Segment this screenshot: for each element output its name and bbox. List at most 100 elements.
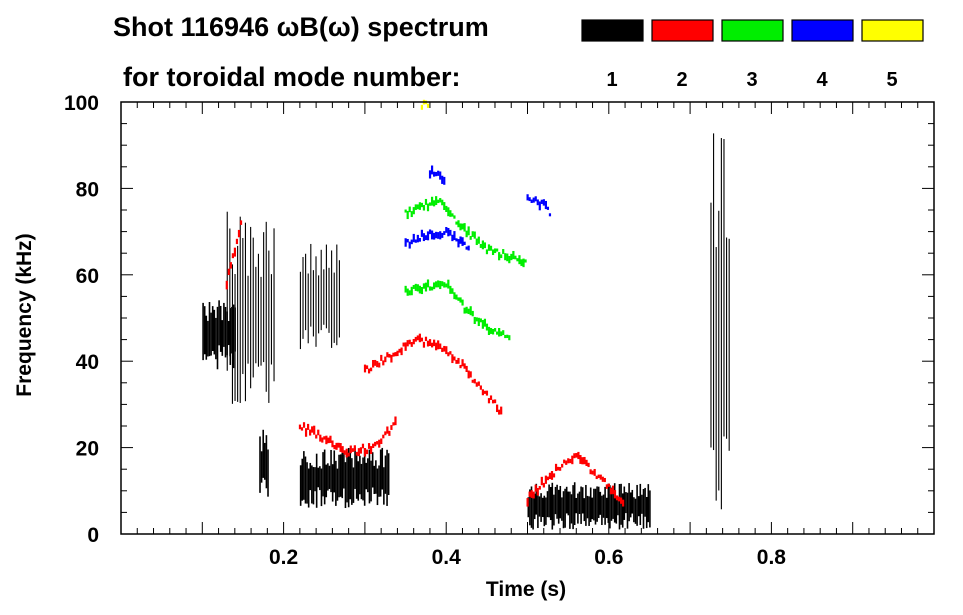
legend-swatch-4 bbox=[791, 19, 854, 42]
spectrum-mark bbox=[273, 228, 275, 382]
spectrum-mark bbox=[329, 435, 332, 443]
spectrum-mark bbox=[615, 495, 619, 501]
spectrum-mark bbox=[406, 288, 409, 296]
spectrum-mark bbox=[508, 335, 511, 341]
spectrum-mark bbox=[546, 476, 550, 481]
spectrum-mark bbox=[504, 253, 507, 261]
spectrum-mark bbox=[451, 234, 454, 242]
spectrum-mark bbox=[581, 457, 584, 465]
spectrum-mark bbox=[461, 299, 464, 306]
spectrum-mark bbox=[310, 243, 312, 327]
spectrum-mark bbox=[596, 486, 598, 522]
spectrum-mark bbox=[565, 486, 568, 514]
spectrum-mark bbox=[457, 357, 460, 364]
spectrum-mark bbox=[396, 350, 399, 357]
y-axis-title: Frequency (kHz) bbox=[13, 233, 36, 396]
spectrum-mark bbox=[453, 292, 456, 300]
spectrum-mark bbox=[426, 203, 430, 212]
spectrum-mark bbox=[227, 268, 230, 276]
spectrum-mark bbox=[210, 312, 212, 356]
y-tick-label: 40 bbox=[76, 351, 99, 374]
spectrum-mark bbox=[369, 446, 373, 454]
spectrum-mark bbox=[516, 258, 519, 262]
spectrum-mark bbox=[267, 449, 269, 497]
spectrum-mark bbox=[607, 483, 610, 487]
spectrum-mark bbox=[545, 497, 547, 525]
spectrum-mark bbox=[538, 201, 541, 211]
spectrum-mark bbox=[439, 280, 442, 290]
spectrum-mark bbox=[357, 461, 360, 501]
spectrum-mark bbox=[354, 447, 356, 489]
spectrum-mark bbox=[471, 379, 474, 383]
spectrum-mark bbox=[323, 449, 326, 505]
spectrum-mark bbox=[262, 429, 265, 478]
spectrum-mark bbox=[422, 205, 426, 211]
spectrum-mark bbox=[528, 491, 531, 497]
x-tick-label: 0.6 bbox=[594, 546, 623, 569]
spectrum-mark bbox=[437, 170, 440, 176]
spectrum-mark bbox=[553, 494, 555, 526]
spectrum-mark bbox=[583, 456, 586, 465]
spectrum-mark bbox=[339, 454, 342, 497]
spectrum-mark bbox=[629, 492, 632, 518]
spectrum-mark bbox=[633, 497, 635, 523]
spectrum-mark bbox=[335, 442, 338, 450]
spectrum-mark bbox=[720, 138, 722, 510]
spectrum-mark bbox=[433, 171, 436, 177]
spectrum-mark bbox=[435, 196, 438, 206]
spectrum-mark bbox=[410, 286, 413, 296]
spectrum-mark bbox=[404, 209, 407, 213]
spectrum-mark bbox=[443, 231, 446, 235]
spectrum-mark bbox=[363, 364, 367, 373]
spectrum-mark bbox=[420, 104, 424, 110]
spectrum-mark bbox=[302, 422, 306, 428]
spectrum-mark bbox=[726, 237, 728, 439]
spectrum-mark bbox=[408, 206, 411, 213]
spectrum-mark bbox=[641, 494, 643, 514]
spectrum-mark bbox=[441, 199, 444, 206]
spectrum-mark bbox=[331, 250, 333, 348]
spectrum-mark bbox=[418, 237, 421, 242]
spectrum-mark bbox=[365, 365, 369, 370]
spectrum-mark bbox=[339, 443, 342, 452]
spectrum-mark bbox=[424, 198, 428, 205]
spectrum-mark bbox=[327, 463, 329, 491]
spectrum-mark bbox=[357, 448, 361, 457]
spectrum-mark bbox=[713, 133, 715, 451]
spectrum-mark bbox=[410, 211, 413, 218]
spectrum-mark bbox=[562, 491, 565, 529]
spectrum-mark bbox=[579, 455, 582, 464]
spectrum-mark bbox=[461, 359, 464, 367]
spectrum-mark bbox=[493, 399, 497, 404]
spectrum-mark bbox=[589, 469, 592, 475]
spectrum-mark bbox=[536, 199, 539, 206]
spectrum-mark bbox=[264, 442, 266, 480]
spectrum-mark bbox=[491, 328, 495, 335]
spectrum-mark bbox=[447, 352, 450, 357]
spectrum-mark bbox=[307, 468, 310, 508]
spectrum-mark bbox=[382, 434, 385, 439]
spectrum-mark bbox=[205, 315, 208, 360]
spectrum-mark bbox=[502, 249, 505, 254]
spectrum-mark bbox=[303, 451, 305, 500]
spectrum-mark bbox=[424, 282, 428, 292]
spectrum-mark bbox=[491, 249, 495, 256]
spectrum-mark bbox=[402, 342, 405, 347]
spectrum-mark bbox=[378, 362, 381, 368]
spectrum-mark bbox=[453, 215, 456, 219]
spectrum-mark bbox=[467, 226, 470, 236]
spectrum-mark bbox=[428, 170, 432, 179]
spectrum-mark bbox=[330, 449, 332, 493]
legend-swatch-3 bbox=[721, 19, 784, 42]
spectrum-mark bbox=[443, 202, 446, 211]
spectrum-mark bbox=[623, 486, 626, 520]
spectrum-mark bbox=[518, 255, 521, 265]
spectrum-mark bbox=[398, 348, 401, 353]
spectrum-mark bbox=[317, 467, 320, 488]
spectrum-mark bbox=[447, 227, 450, 237]
spectrum-mark bbox=[441, 175, 444, 184]
spectrum-mark bbox=[404, 285, 407, 293]
spectrum-mark bbox=[410, 239, 413, 245]
spectrum-mark bbox=[418, 202, 421, 210]
spectrum-mark bbox=[506, 334, 509, 339]
